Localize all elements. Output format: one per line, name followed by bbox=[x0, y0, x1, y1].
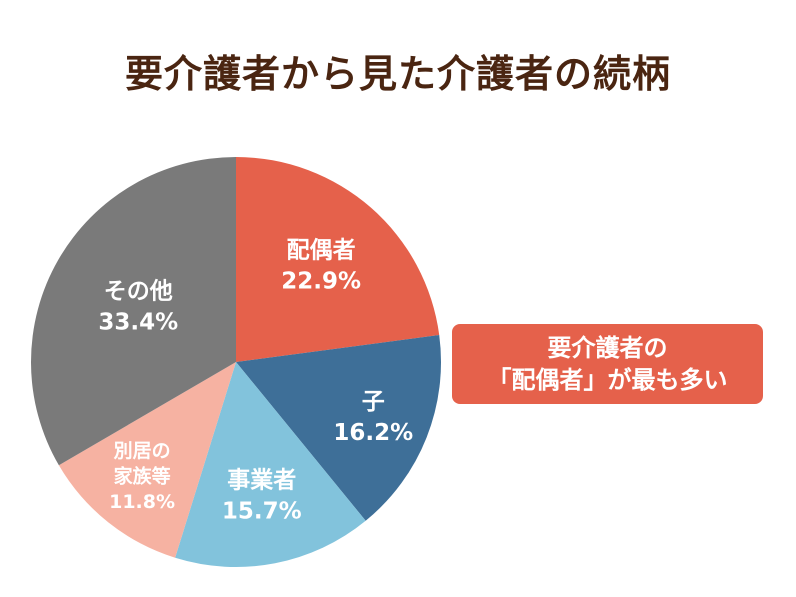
callout-box: 要介護者の 「配偶者」が最も多い bbox=[452, 324, 763, 404]
pie-slice-label: その他 33.4% bbox=[98, 278, 178, 335]
pie-slice-label: 別居の家族等 11.8% bbox=[109, 440, 175, 513]
pie-slice bbox=[236, 335, 441, 521]
pie-slice-category: その他 bbox=[104, 278, 173, 304]
pie-slices bbox=[30, 157, 441, 567]
pie-slice-label: 事業者 15.7% bbox=[222, 466, 302, 524]
pie-slice bbox=[236, 157, 440, 362]
callout-line-2: 「配偶者」が最も多い bbox=[487, 366, 728, 394]
pie-slice-category: 家族等 bbox=[114, 465, 171, 488]
pie-slice-category: 配偶者 bbox=[287, 237, 356, 263]
pie-slice-value: 22.9% bbox=[281, 268, 361, 294]
pie-slice-category: 子 bbox=[362, 389, 385, 415]
pie-slice-value: 15.7% bbox=[222, 498, 302, 524]
pie-slice-value: 33.4% bbox=[98, 309, 178, 335]
pie-slice-category: 別居の bbox=[114, 440, 171, 462]
callout-line-1: 要介護者の bbox=[547, 334, 668, 362]
pie-slice-label: 配偶者 22.9% bbox=[281, 237, 361, 294]
pie-slice-value: 11.8% bbox=[109, 491, 175, 513]
pie-labels: 配偶者 22.9% 子 16.2% 事業者 15.7% 別居の家族等 11.8% その他 33.4… bbox=[98, 237, 413, 524]
pie-slice-value: 16.2% bbox=[333, 420, 413, 446]
pie-slice bbox=[30, 157, 236, 466]
pie-slice-category: 事業者 bbox=[227, 466, 296, 493]
chart-title: 要介護者から見た介護者の続柄 bbox=[124, 52, 671, 96]
pie-slice bbox=[58, 362, 237, 558]
pie-slice-label: 子 16.2% bbox=[333, 389, 413, 446]
pie-slice bbox=[175, 362, 366, 567]
